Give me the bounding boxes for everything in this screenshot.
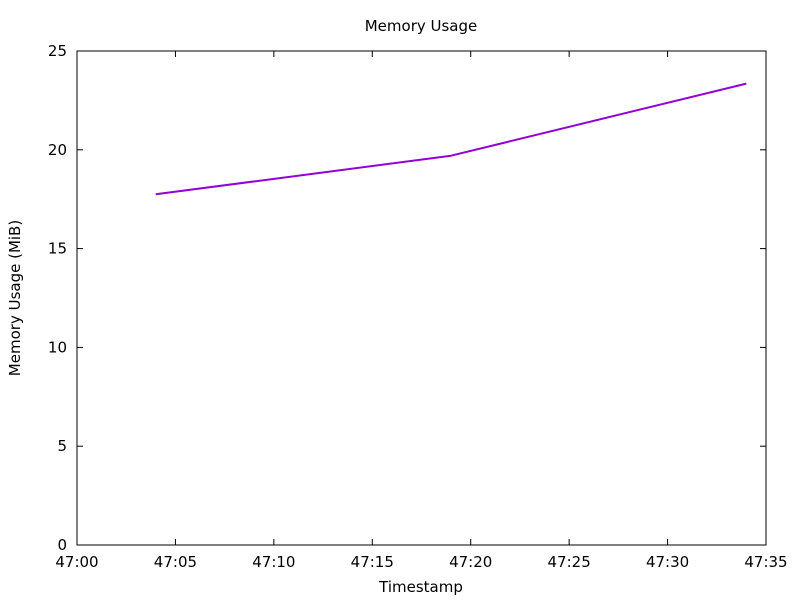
x-tick-label: 47:10 <box>252 553 295 571</box>
x-tick-label: 47:05 <box>154 553 197 571</box>
chart-title: Memory Usage <box>365 17 478 35</box>
y-tick-label: 25 <box>48 42 67 60</box>
x-tick-label: 47:15 <box>351 553 394 571</box>
y-axis-ticks: 0 5 10 15 20 25 <box>48 42 766 554</box>
y-tick-label: 10 <box>48 338 67 356</box>
y-axis-title: Memory Usage (MiB) <box>6 220 24 376</box>
x-tick-label: 47:30 <box>646 553 689 571</box>
y-tick-label: 20 <box>48 141 67 159</box>
x-tick-label: 47:00 <box>55 553 98 571</box>
x-tick-label: 47:20 <box>449 553 492 571</box>
x-tick-label: 47:35 <box>744 553 787 571</box>
plot-frame <box>76 50 767 546</box>
y-tick-label: 15 <box>48 240 67 258</box>
series-line <box>155 82 747 196</box>
x-axis-ticks: 47:00 47:05 47:10 47:15 47:20 47:25 47:30 47:35 <box>55 51 788 571</box>
y-tick-label: 0 <box>57 536 67 554</box>
y-tick-label: 5 <box>57 437 67 455</box>
x-tick-label: 47:25 <box>548 553 591 571</box>
x-axis-title: Timestamp <box>378 578 463 596</box>
series-layer <box>155 82 747 196</box>
